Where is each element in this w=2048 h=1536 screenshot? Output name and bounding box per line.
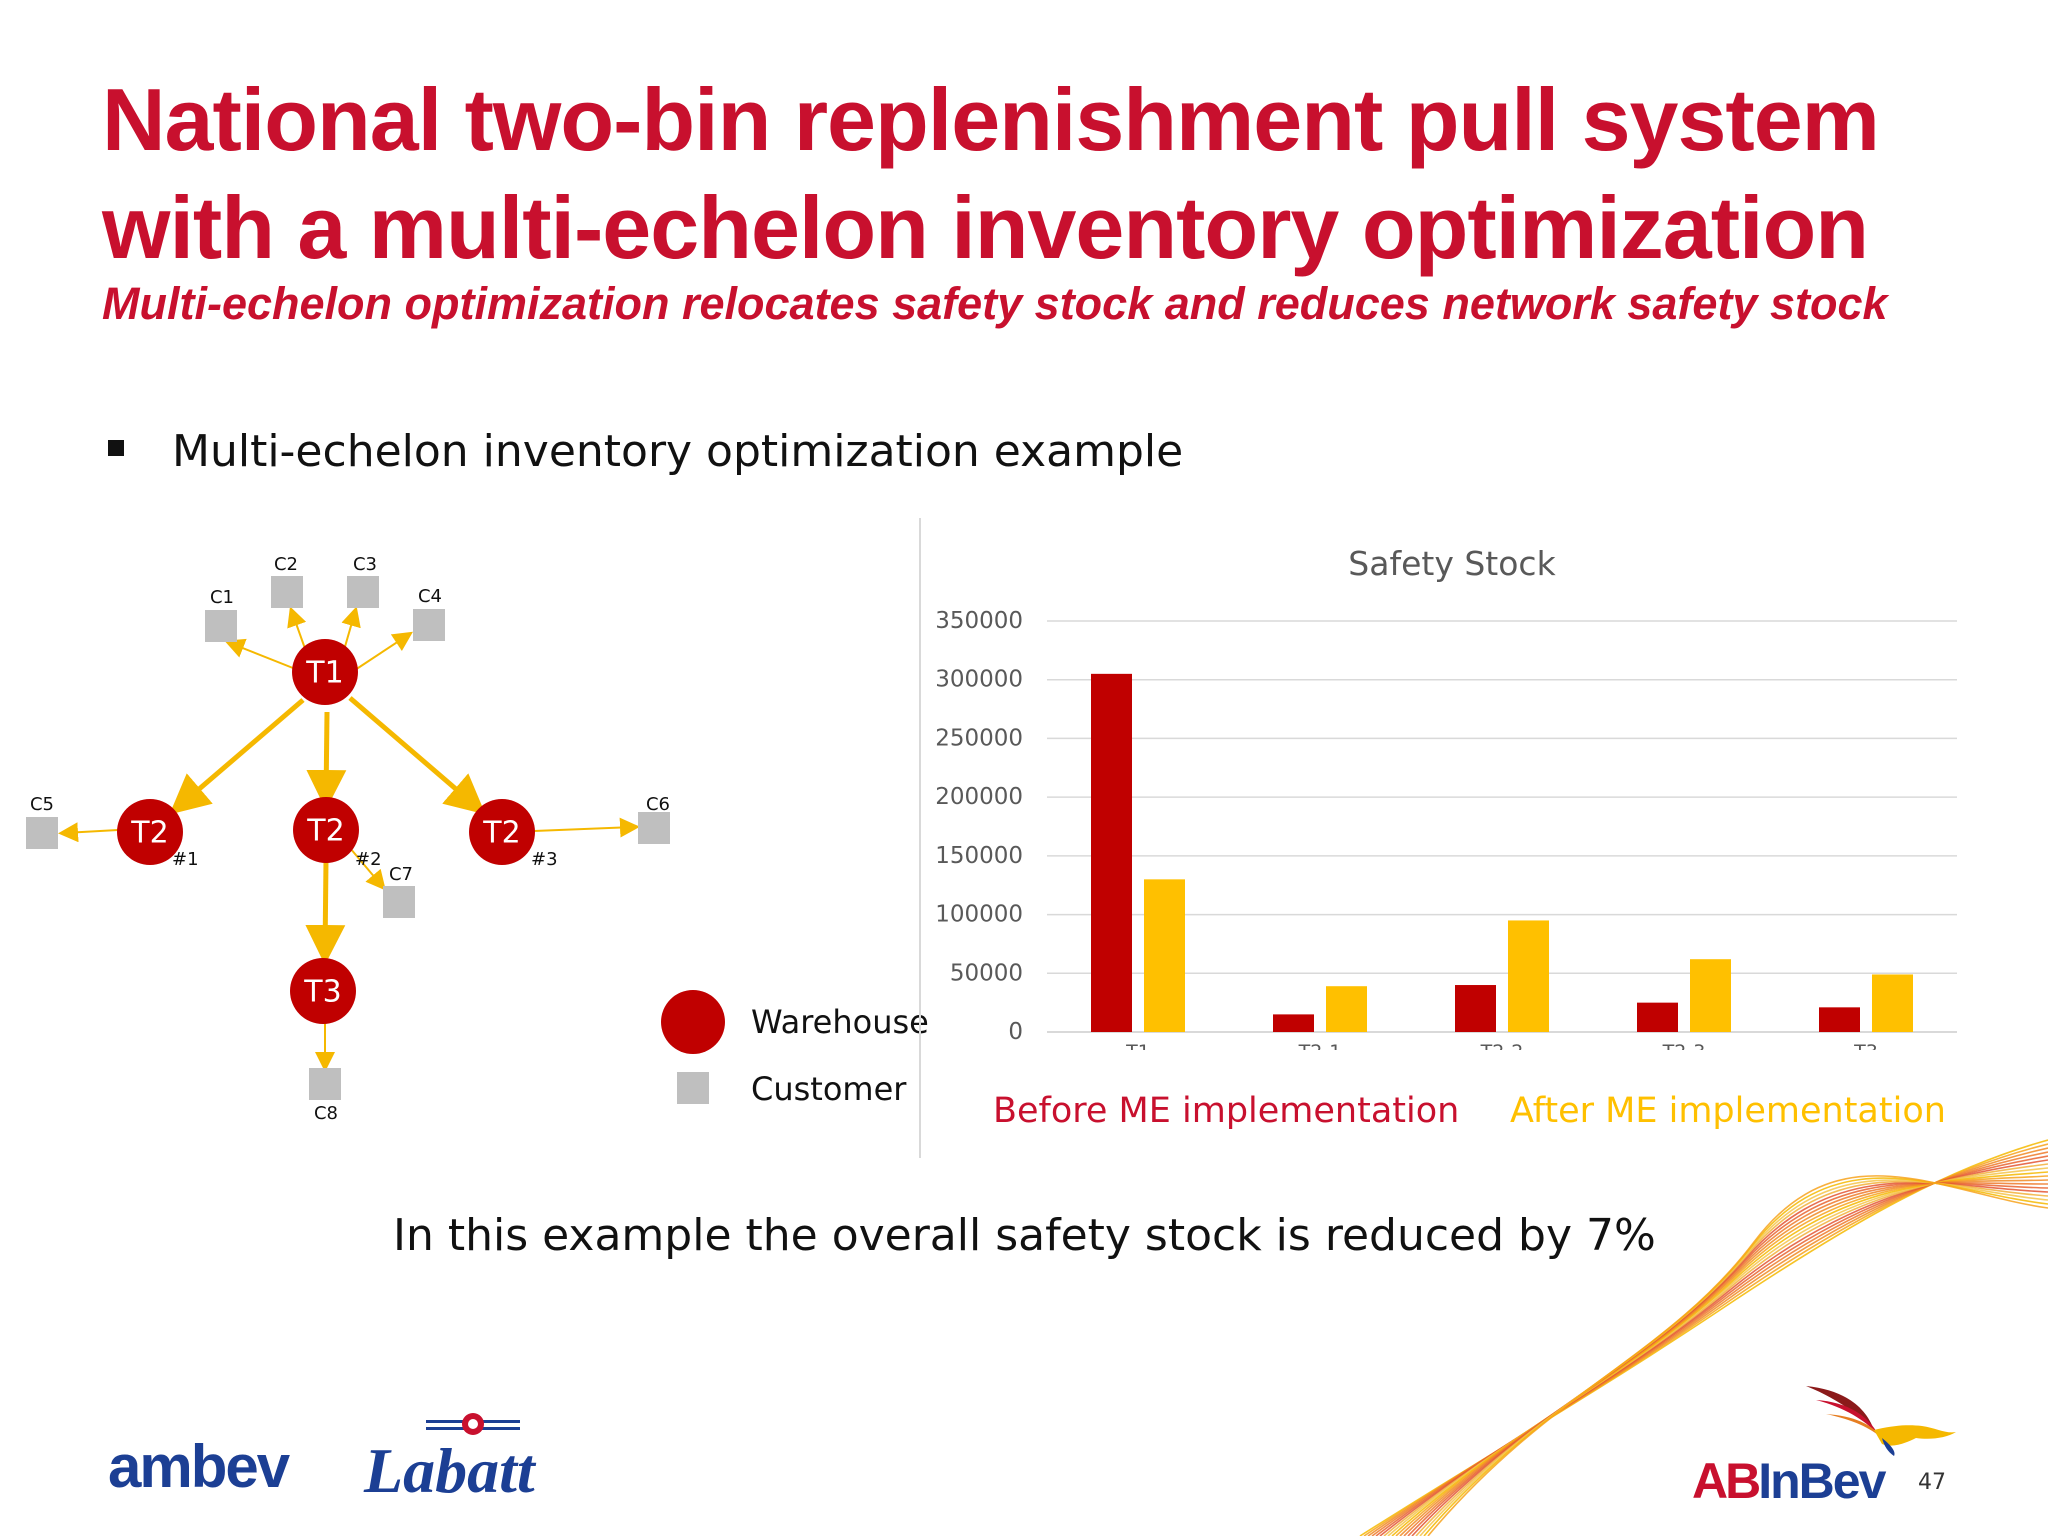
ambev-logo: ambev xyxy=(108,1433,290,1500)
abinbev-logo-ab: AB xyxy=(1692,1453,1761,1509)
bar-after-t3 xyxy=(1872,974,1913,1032)
y-tick-label: 300000 xyxy=(935,667,1023,693)
warehouse-node-t1 xyxy=(292,639,358,705)
y-tick-label: 150000 xyxy=(935,843,1023,869)
link-t1-t2-1 xyxy=(169,698,305,815)
x-tick-label: T2-2 xyxy=(1480,1041,1524,1050)
panel-divider xyxy=(919,518,921,1158)
customer-square-c7 xyxy=(383,886,415,918)
bar-after-t2-3 xyxy=(1690,959,1731,1032)
link-t1-c4 xyxy=(354,631,414,671)
customer-label-c5: C5 xyxy=(30,794,54,815)
eagle-icon xyxy=(1806,1386,1956,1456)
customer-square-c6 xyxy=(638,812,670,844)
chart-x-axis: T1 T2-1 T2-2 T2-3 T3 xyxy=(1125,1041,1878,1050)
labatt-crest-icon xyxy=(426,1413,520,1435)
warehouse-label-t2-2: T2 xyxy=(306,814,344,849)
x-tick-label: T2-3 xyxy=(1662,1041,1706,1050)
bar-before-t2-2 xyxy=(1455,985,1496,1032)
x-tick-label: T3 xyxy=(1853,1041,1878,1050)
bullet-text: Multi-echelon inventory optimization exa… xyxy=(172,426,1184,477)
swoosh-line xyxy=(1427,1175,2048,1536)
conclusion-text: In this example the overall safety stock… xyxy=(393,1210,1656,1261)
bar-after-t2-1 xyxy=(1326,986,1367,1032)
customer-label-c2: C2 xyxy=(274,554,298,575)
y-tick-label: 100000 xyxy=(935,902,1023,928)
slide-title-line-2: with a multi-echelon inventory optimizat… xyxy=(102,178,1869,277)
customer-square-c8 xyxy=(309,1068,341,1100)
abinbev-logo-inbev: InBev xyxy=(1758,1453,1886,1509)
bar-after-t2-2 xyxy=(1508,920,1549,1032)
customer-label-c4: C4 xyxy=(418,586,442,607)
warehouse-label-t1: T1 xyxy=(305,656,343,691)
warehouse-node-t2-3 xyxy=(469,799,535,865)
abinbev-logo: ABInBev xyxy=(1692,1446,1886,1529)
bar-before-t3 xyxy=(1819,1007,1860,1032)
customer-square-c2 xyxy=(271,576,303,608)
warehouse-label-t2-3: T2 xyxy=(482,816,520,851)
warehouse-label-t2-1: T2 xyxy=(130,816,168,851)
y-tick-label: 350000 xyxy=(935,608,1023,634)
x-tick-label: T2-1 xyxy=(1298,1041,1342,1050)
customer-nodes xyxy=(26,576,670,1100)
warehouse-nodes xyxy=(117,639,535,1024)
legend-after: After ME implementation xyxy=(1510,1091,1946,1131)
warehouse-tag-1: #1 xyxy=(172,849,199,870)
slide-subtitle: Multi-echelon optimization relocates saf… xyxy=(102,278,1888,329)
link-t2-2-c7 xyxy=(349,847,386,891)
warehouse-node-t3 xyxy=(290,958,356,1024)
link-t1-t2-3 xyxy=(348,696,486,815)
decorative-swoosh xyxy=(1359,1139,2048,1536)
legend-before: Before ME implementation xyxy=(993,1091,1460,1131)
customer-label-c6: C6 xyxy=(646,794,670,815)
legend-warehouse-label: Warehouse xyxy=(751,1003,929,1041)
legend-customer-label: Customer xyxy=(751,1070,907,1108)
chart-grid xyxy=(1047,620,1957,1033)
bar-after-t1 xyxy=(1144,879,1185,1032)
link-t1-c1 xyxy=(224,638,299,671)
customer-square-c4 xyxy=(413,609,445,641)
chart-y-axis: 0 50000 100000 150000 200000 250000 300000 3500… xyxy=(935,608,1023,1045)
link-t2-1-c5 xyxy=(58,822,119,843)
warehouse-label-t3: T3 xyxy=(303,975,341,1010)
labatt-logo: Labatt xyxy=(364,1435,535,1506)
customer-square-c1 xyxy=(205,610,237,642)
network-diagram: C1 C2 C3 C4 C5 C6 C7 C8 T1 T2 T2 T2 T3 #… xyxy=(26,554,929,1124)
y-tick-label: 0 xyxy=(1008,1019,1023,1045)
bar-before-t1 xyxy=(1091,673,1132,1032)
link-t2-2-t3 xyxy=(305,859,346,965)
warehouse-tag-3: #3 xyxy=(531,849,558,870)
link-t2-3-c6 xyxy=(533,817,640,838)
customer-label-c7: C7 xyxy=(389,864,413,885)
x-tick-label: T1 xyxy=(1125,1041,1150,1050)
bullet-square-icon xyxy=(108,440,124,456)
bar-before-t2-3 xyxy=(1637,1002,1678,1032)
warehouse-node-t2-1 xyxy=(117,799,183,865)
y-tick-label: 250000 xyxy=(935,725,1023,751)
legend-customer-icon xyxy=(677,1072,709,1104)
customer-label-c1: C1 xyxy=(210,587,234,608)
warehouse-links xyxy=(169,696,486,965)
warehouse-tag-2: #2 xyxy=(355,849,382,870)
slide-title: National two-bin replenishment pull syst… xyxy=(102,66,2002,282)
customer-label-c8: C8 xyxy=(314,1103,338,1124)
chart-bars xyxy=(1091,673,1913,1032)
slide-title-line-1: National two-bin replenishment pull syst… xyxy=(102,70,1880,169)
page-number: 47 xyxy=(1918,1470,1946,1495)
y-tick-label: 200000 xyxy=(935,784,1023,810)
warehouse-node-t2-2 xyxy=(293,797,359,863)
chart-title: Safety Stock xyxy=(1348,544,1556,583)
safety-stock-chart: Safety Stock 0 50000 100000 150000 200000 250… xyxy=(935,544,1957,1050)
y-tick-label: 50000 xyxy=(950,960,1023,986)
link-t1-t2-2 xyxy=(306,711,347,810)
customer-square-c3 xyxy=(347,576,379,608)
bar-before-t2-1 xyxy=(1273,1014,1314,1032)
customer-square-c5 xyxy=(26,817,58,849)
customer-label-c3: C3 xyxy=(353,554,377,575)
legend-warehouse-icon xyxy=(661,990,725,1054)
